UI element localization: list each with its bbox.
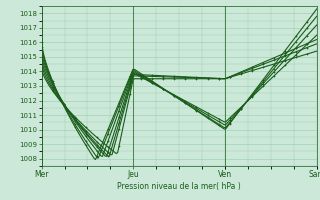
X-axis label: Pression niveau de la mer( hPa ): Pression niveau de la mer( hPa ) [117, 182, 241, 191]
